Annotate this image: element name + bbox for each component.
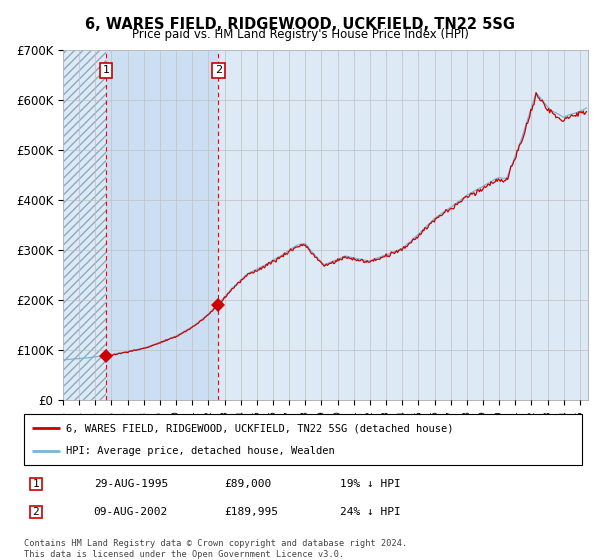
Text: 1: 1 [32,479,39,489]
FancyBboxPatch shape [29,506,41,519]
Text: 19% ↓ HPI: 19% ↓ HPI [340,479,401,489]
Text: £89,000: £89,000 [224,479,271,489]
Text: £189,995: £189,995 [224,507,278,517]
FancyBboxPatch shape [24,414,582,465]
Text: 29-AUG-1995: 29-AUG-1995 [94,479,168,489]
Bar [63,50,106,400]
Text: Contains HM Land Registry data © Crown copyright and database right 2024.
This d: Contains HM Land Registry data © Crown c… [24,539,407,559]
Text: 09-AUG-2002: 09-AUG-2002 [94,507,168,517]
Text: 6, WARES FIELD, RIDGEWOOD, UCKFIELD, TN22 5SG (detached house): 6, WARES FIELD, RIDGEWOOD, UCKFIELD, TN2… [66,423,454,433]
Text: HPI: Average price, detached house, Wealden: HPI: Average price, detached house, Weal… [66,446,335,456]
Text: Price paid vs. HM Land Registry's House Price Index (HPI): Price paid vs. HM Land Registry's House … [131,28,469,41]
Text: 2: 2 [32,507,39,517]
Text: 24% ↓ HPI: 24% ↓ HPI [340,507,401,517]
Text: 2: 2 [215,66,222,76]
Bar [106,50,218,400]
Text: 1: 1 [103,66,109,76]
Text: 6, WARES FIELD, RIDGEWOOD, UCKFIELD, TN22 5SG: 6, WARES FIELD, RIDGEWOOD, UCKFIELD, TN2… [85,17,515,32]
FancyBboxPatch shape [29,478,41,489]
